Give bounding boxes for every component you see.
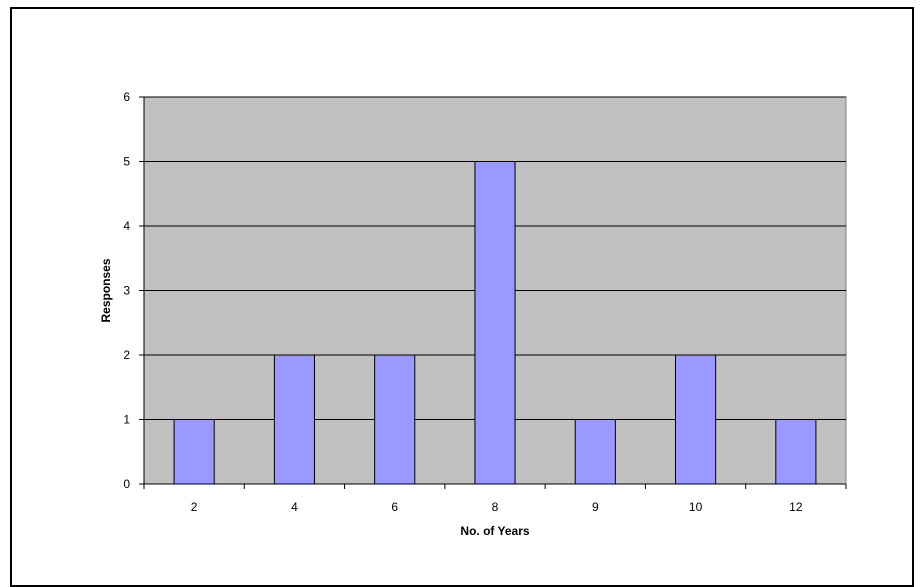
bar-8 [474, 161, 516, 485]
x-tick-label: 8 [492, 500, 499, 514]
bar-6 [374, 354, 416, 485]
x-tick-label: 9 [592, 500, 599, 514]
y-axis-title: Responses [99, 258, 113, 322]
bar-12 [775, 419, 817, 485]
x-tick-label: 12 [789, 500, 803, 514]
x-tick-label: 6 [391, 500, 398, 514]
y-axis: 0 1 2 3 4 5 6 [123, 90, 145, 491]
bar-4 [273, 354, 315, 485]
x-tick-label: 2 [191, 500, 198, 514]
bar-2 [173, 419, 215, 485]
y-tick-label: 3 [123, 284, 130, 298]
bar-10 [675, 354, 717, 485]
x-axis-title: No. of Years [460, 524, 529, 538]
y-tick-label: 4 [123, 219, 130, 233]
bars [173, 161, 817, 485]
x-axis: 2 4 6 8 9 10 12 [143, 483, 847, 514]
y-tick-label: 0 [123, 477, 130, 491]
x-tick-label: 10 [689, 500, 703, 514]
y-tick-label: 2 [123, 348, 130, 362]
bar-9 [574, 419, 616, 485]
y-tick-label: 1 [123, 413, 130, 427]
y-tick-label: 5 [123, 155, 130, 169]
x-tick-label: 4 [291, 500, 298, 514]
y-tick-label: 6 [123, 90, 130, 104]
